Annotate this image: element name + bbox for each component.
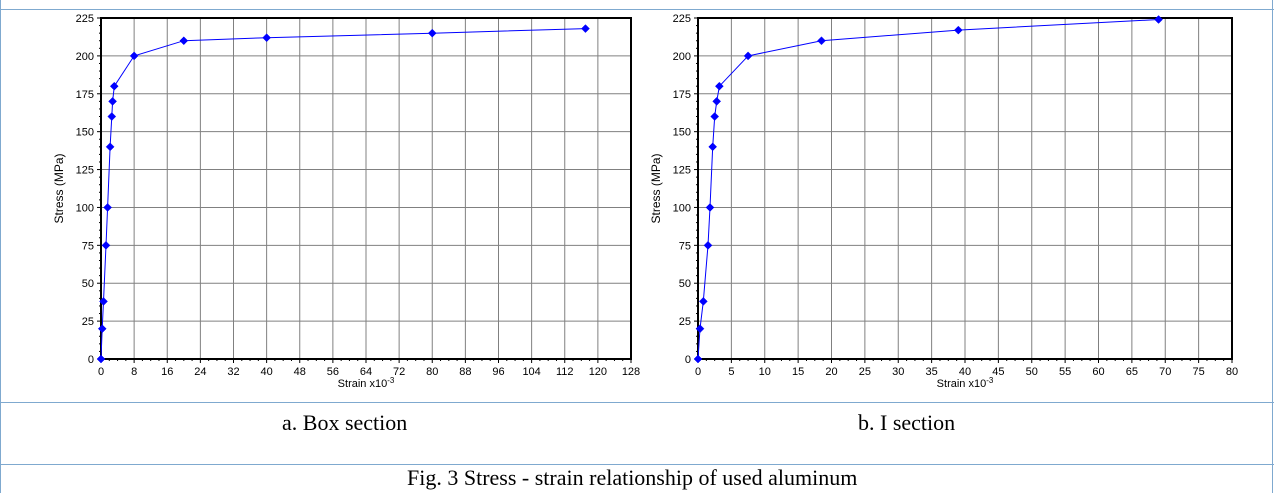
isec-x-tick-label: 80 — [1226, 366, 1238, 378]
isec-y-tick-label: 50 — [679, 278, 691, 290]
isec-x-tick-label: 0 — [695, 366, 701, 378]
isec-y-tick-label: 75 — [679, 240, 691, 252]
box-x-tick-label: 96 — [492, 366, 504, 378]
box-data-point — [97, 324, 107, 334]
isec-y-tick-label: 175 — [673, 89, 691, 101]
isec-x-axis-label: Strain x10-3 — [937, 376, 994, 390]
box-x-tick-label: 80 — [426, 366, 438, 378]
isec-x-tick-label: 25 — [859, 366, 871, 378]
isec-y-tick-label: 125 — [673, 165, 691, 177]
isec-x-tick-label: 15 — [792, 366, 804, 378]
isec-y-tick-label: 225 — [673, 13, 691, 25]
isec-x-tick-label: 45 — [992, 366, 1004, 378]
isec-data-point — [715, 81, 724, 91]
box-y-tick-label: 25 — [82, 316, 94, 328]
frame-top-line — [0, 9, 1274, 10]
box-data-point — [96, 354, 106, 364]
box-x-tick-label: 56 — [327, 366, 339, 378]
isec-y-tick-label: 100 — [673, 202, 691, 214]
box-x-tick-label: 112 — [556, 366, 574, 378]
box-y-tick-label: 175 — [76, 89, 94, 101]
box-y-tick-label: 50 — [82, 278, 94, 290]
isec-x-tick-label: 10 — [759, 366, 771, 378]
isec-x-tick-label: 55 — [1059, 366, 1071, 378]
box-data-point — [99, 297, 108, 306]
box-data-point — [107, 112, 117, 121]
isec-data-point — [698, 297, 708, 306]
isec-data-point — [708, 142, 718, 152]
box-y-tick-label: 200 — [76, 51, 94, 63]
box-y-tick-label: 150 — [76, 127, 94, 139]
box-x-tick-label: 72 — [393, 366, 405, 378]
isec-x-tick-label: 30 — [892, 366, 904, 378]
box-x-axis-label: Strain x10-3 — [338, 376, 395, 390]
box-x-tick-label: 8 — [131, 366, 137, 378]
box-data-point — [105, 142, 115, 152]
caption-box-section: a. Box section — [282, 410, 408, 435]
box-data-point — [262, 33, 271, 43]
isec-data-point — [710, 112, 720, 121]
isec-data-point — [705, 203, 715, 212]
isec-x-tick-label: 35 — [926, 366, 938, 378]
box-data-point — [179, 36, 189, 46]
box-y-tick-label: 225 — [76, 13, 94, 25]
chart-i-section: 0 5 10 15 20 25 30 35 40 45 50 55 60 65 70 75 80 0 25 50 75 1… — [649, 13, 1238, 390]
box-data-point — [427, 28, 437, 38]
isec-data-point — [743, 51, 753, 61]
box-data-point — [101, 240, 111, 250]
box-data-point — [581, 24, 590, 33]
box-data-point — [109, 81, 119, 91]
caption-i-section: b. I section — [858, 410, 956, 435]
isec-x-tick-label: 70 — [1159, 366, 1171, 378]
box-y-tick-label: 100 — [76, 202, 94, 214]
isec-data-point — [953, 25, 963, 35]
box-y-tick-label: 0 — [88, 354, 94, 366]
box-x-tick-label: 24 — [194, 366, 206, 378]
figure-caption: Fig. 3 Stress - strain relationship of u… — [407, 465, 858, 490]
box-x-tick-label: 120 — [589, 366, 607, 378]
frame-caption-line — [0, 464, 1274, 465]
isec-x-tick-label: 40 — [959, 366, 971, 378]
box-y-tick-label: 125 — [76, 165, 94, 177]
isec-x-tick-label: 75 — [1193, 366, 1205, 378]
box-x-tick-label: 16 — [161, 366, 173, 378]
isec-y-tick-label: 200 — [673, 51, 691, 63]
isec-data-point — [693, 354, 703, 364]
box-y-tick-label: 75 — [82, 240, 94, 252]
isec-y-tick-label: 25 — [679, 316, 691, 328]
isec-data-point — [1154, 15, 1163, 24]
box-x-tick-label: 88 — [459, 366, 471, 378]
isec-y-axis-label: Stress (MPa) — [649, 153, 663, 223]
box-series-line — [100, 28, 586, 360]
box-x-tick-label: 40 — [261, 366, 273, 378]
isec-data-point — [712, 97, 722, 106]
isec-data-point — [695, 324, 705, 334]
box-x-tick-label: 64 — [360, 366, 372, 378]
box-x-tick-label: 48 — [294, 366, 306, 378]
box-data-point — [108, 97, 117, 106]
chart-box-section: 0 8 16 24 32 40 48 56 64 72 80 88 96 104 112 120 128 0 25 5… — [52, 13, 640, 390]
isec-y-tick-label: 0 — [685, 354, 691, 366]
isec-x-tick-label: 5 — [728, 366, 734, 378]
box-data-point — [103, 203, 112, 212]
frame-right-line — [1272, 0, 1273, 493]
box-data-point — [129, 51, 139, 61]
isec-x-tick-label: 60 — [1092, 366, 1104, 378]
frame-middle-line — [0, 402, 1274, 403]
frame-left-line — [0, 0, 1, 493]
box-y-axis-label: Stress (MPa) — [52, 153, 66, 223]
box-x-tick-label: 104 — [522, 366, 540, 378]
box-x-tick-label: 32 — [227, 366, 239, 378]
isec-data-point — [817, 36, 826, 46]
isec-y-tick-label: 150 — [673, 127, 691, 139]
isec-data-point — [703, 240, 713, 250]
box-x-tick-label: 0 — [98, 366, 104, 378]
isec-x-tick-label: 50 — [1026, 366, 1038, 378]
box-x-tick-label: 128 — [622, 366, 640, 378]
isec-x-tick-label: 65 — [1126, 366, 1138, 378]
isec-x-tick-label: 20 — [825, 366, 837, 378]
